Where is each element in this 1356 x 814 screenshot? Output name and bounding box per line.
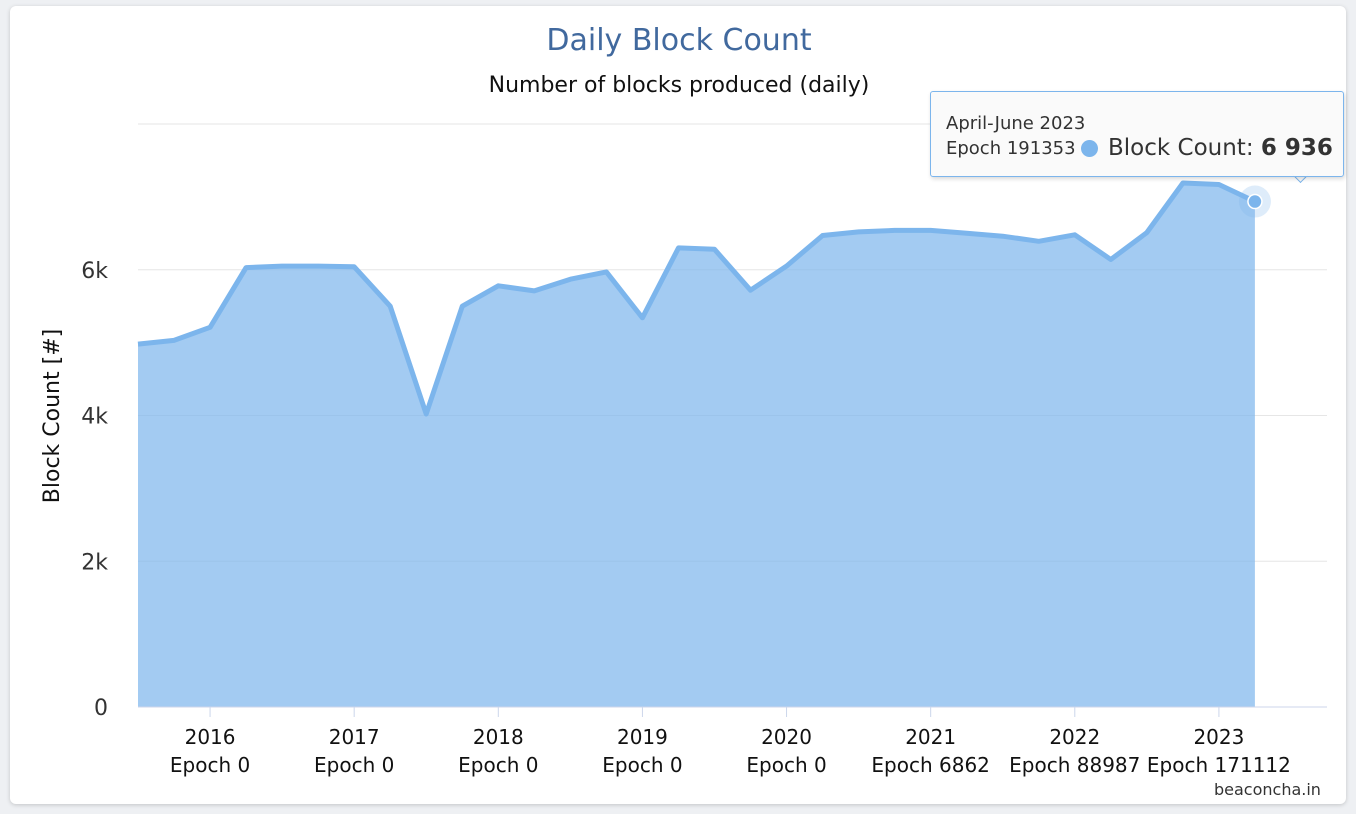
tooltip-series: Block Count: 6 936 — [1108, 135, 1333, 161]
chart-subtitle: Number of blocks produced (daily) — [489, 73, 870, 98]
tooltip: April-June 2023 Epoch 191353 Block Count… — [930, 91, 1344, 177]
x-tick-year: 2023 — [1193, 725, 1244, 749]
tooltip-epoch: Epoch 191353 — [946, 138, 1076, 159]
x-tick-year: 2018 — [473, 725, 524, 749]
x-tick-epoch: Epoch 0 — [314, 753, 394, 777]
y-axis-title: Block Count [#] — [40, 329, 65, 503]
y-tick-label: 2k — [81, 550, 108, 575]
x-tick-epoch: Epoch 171112 — [1147, 753, 1291, 777]
y-tick-label: 4k — [81, 405, 108, 430]
x-tick-year: 2016 — [185, 725, 236, 749]
x-tick-epoch: Epoch 0 — [458, 753, 538, 777]
x-tick-year: 2017 — [329, 725, 380, 749]
x-tick-year: 2021 — [905, 725, 956, 749]
series-line — [137, 180, 1256, 417]
chart-title: Daily Block Count — [546, 23, 811, 58]
tooltip-value: 6 936 — [1260, 135, 1333, 161]
y-axis: 0 2k 4k 6k — [81, 259, 108, 721]
y-tick-label: 0 — [94, 696, 108, 721]
y-tick-label: 6k — [81, 259, 108, 284]
x-tick-epoch: Epoch 0 — [746, 753, 826, 777]
x-axis: 2016 Epoch 0 2017 Epoch 0 2018 Epoch 0 2019 Epo… — [138, 706, 1327, 777]
series-area — [138, 183, 1255, 707]
x-tick-epoch: Epoch 0 — [170, 753, 250, 777]
tooltip-series-label: Block Count: — [1108, 135, 1261, 161]
x-tick-year: 2019 — [617, 725, 668, 749]
x-tick-epoch: Epoch 6862 — [871, 753, 990, 777]
tooltip-period: April-June 2023 — [946, 113, 1086, 134]
x-tick-year: 2020 — [761, 725, 812, 749]
x-tick-epoch: Epoch 0 — [602, 753, 682, 777]
x-tick-epoch: Epoch 88987 — [1009, 753, 1140, 777]
credit-link[interactable]: beaconcha.in — [1214, 780, 1321, 799]
x-tick-year: 2022 — [1049, 725, 1100, 749]
series-marker-icon — [1081, 140, 1098, 157]
data-point — [1247, 193, 1263, 210]
plot-area — [137, 180, 1271, 707]
